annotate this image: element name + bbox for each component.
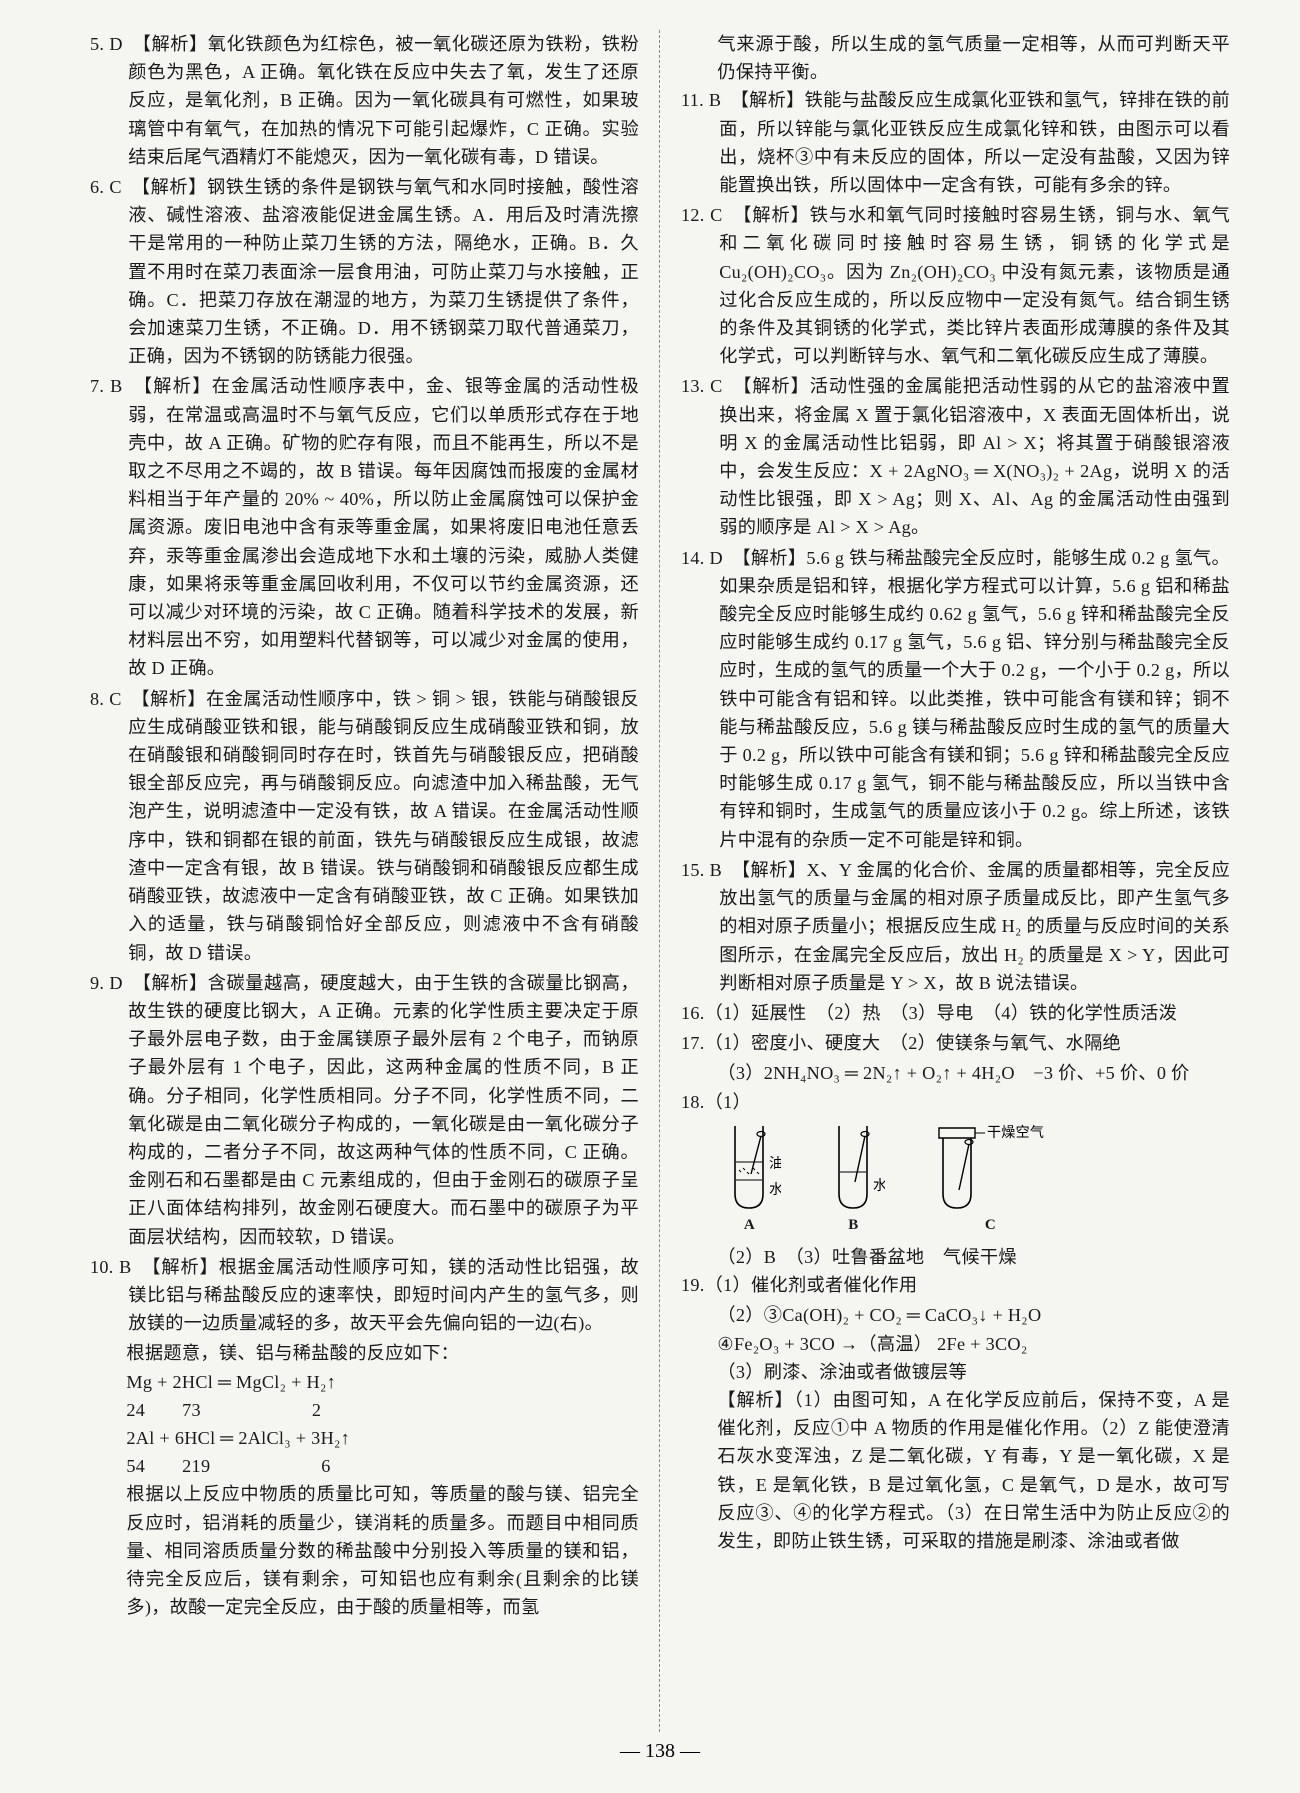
equation-2: 2Al + 6HCl ═ 2AlCl₃ + 3H₂↑ (90, 1424, 639, 1452)
left-column: 5. D 【解析】氧化铁颜色为红棕色，被一氧化碳还原为铁粉，铁粉颜色为黑色，A … (90, 30, 639, 1732)
tube-A-water-label: 水 (769, 1182, 781, 1198)
tube-A: 油 水 A (717, 1122, 781, 1237)
tube-C-caption: C (985, 1214, 996, 1237)
q19b: （2）③Ca(OH)₂ + CO₂ ═ CaCO₃↓ + H₂O (681, 1301, 1230, 1329)
q17b: （3）2NH₄NO₃ ═ 2N₂↑ + O₂↑ + 4H₂O −3 价、+5 价… (681, 1059, 1230, 1087)
q10-part-a: 10. B 【解析】根据金属活动性顺序可知，镁的活动性比铝强，故镁比铝与稀盐酸反… (90, 1253, 639, 1338)
two-column-layout: 5. D 【解析】氧化铁颜色为红棕色，被一氧化碳还原为铁粉，铁粉颜色为黑色，A … (90, 30, 1230, 1732)
tube-A-oil-label: 油 (769, 1156, 781, 1172)
page-number: — 138 — (90, 1732, 1230, 1763)
tube-B-water-label: 水 (873, 1178, 885, 1194)
q8: 8. C 【解析】在金属活动性顺序中，铁 > 铜 > 银，铁能与硝酸银反应生成硝… (90, 685, 639, 967)
equation-1: Mg + 2HCl ═ MgCl₂ + H₂↑ (90, 1368, 639, 1396)
tube-B: 水 B (821, 1122, 885, 1237)
q7: 7. B 【解析】在金属活动性顺序表中，金、银等金属的活动性极弱，在常温或高温时… (90, 372, 639, 682)
q10-part-b: 根据题意，镁、铝与稀盐酸的反应如下： (90, 1339, 639, 1367)
q10-part-c: 根据以上反应中物质的质量比可知，等质量的酸与镁、铝完全反应时，铝消耗的质量少，镁… (90, 1480, 639, 1621)
q14: 14. D 【解析】5.6 g 铁与稀盐酸完全反应时，能够生成 0.2 g 氢气… (681, 544, 1230, 854)
q12: 12. C 【解析】铁与水和氧气同时接触时容易生锈，铜与水、氧气和二氧化碳同时接… (681, 201, 1230, 370)
tube-A-svg: 油 水 (717, 1122, 781, 1212)
q18a: 18.（1） (681, 1088, 1230, 1116)
q17a: 17.（1）密度小、硬度大 （2）使镁条与氧气、水隔绝 (681, 1029, 1230, 1057)
q19d: （3）刷漆、涂油或者做镀层等 (681, 1358, 1230, 1386)
q19a: 19.（1）催化剂或者催化作用 (681, 1271, 1230, 1299)
q6: 6. C 【解析】钢铁生锈的条件是钢铁与氧气和水同时接触，酸性溶液、碱性溶液、盐… (90, 173, 639, 370)
tube-A-caption: A (744, 1214, 755, 1237)
tube-C: 干燥空气 C (925, 1122, 1055, 1237)
right-column: 气来源于酸，所以生成的氢气质量一定相等，从而可判断天平仍保持平衡。 11. B … (681, 30, 1230, 1732)
tube-B-caption: B (848, 1214, 858, 1237)
equation-1-nums: 24 73 2 (90, 1396, 639, 1424)
column-divider (659, 30, 661, 1732)
page: 5. D 【解析】氧化铁颜色为红棕色，被一氧化碳还原为铁粉，铁粉颜色为黑色，A … (0, 0, 1300, 1793)
q19c: ④Fe₂O₃ + 3CO →（高温） 2Fe + 3CO₂ (681, 1330, 1230, 1358)
tube-C-air-label: 干燥空气 (987, 1125, 1044, 1141)
q18b: （2）B （3）吐鲁番盆地 气候干燥 (681, 1243, 1230, 1271)
q13: 13. C 【解析】活动性强的金属能把活动性弱的从它的盐溶液中置换出来，将金属 … (681, 372, 1230, 541)
q11: 11. B 【解析】铁能与盐酸反应生成氯化亚铁和氢气，锌排在铁的前面，所以锌能与… (681, 86, 1230, 199)
q10-part-d: 气来源于酸，所以生成的氢气质量一定相等，从而可判断天平仍保持平衡。 (681, 30, 1230, 86)
equation-2-nums: 54 219 6 (90, 1452, 639, 1480)
tube-figure: 油 水 A 水 B (681, 1122, 1230, 1237)
q5: 5. D 【解析】氧化铁颜色为红棕色，被一氧化碳还原为铁粉，铁粉颜色为黑色，A … (90, 30, 639, 171)
q16: 16.（1）延展性 （2）热 （3）导电 （4）铁的化学性质活泼 (681, 999, 1230, 1027)
q9: 9. D 【解析】含碳量越高，硬度越大，由于生铁的含碳量比钢高，故生铁的硬度比钢… (90, 969, 639, 1251)
q15: 15. B 【解析】X、Y 金属的化合价、金属的质量都相等，完全反应放出氢气的质… (681, 856, 1230, 997)
tube-B-svg: 水 (821, 1122, 885, 1212)
tube-C-svg: 干燥空气 (925, 1122, 1055, 1212)
q19e: 【解析】（1）由图可知，A 在化学反应前后，保持不变，A 是催化剂，反应①中 A… (681, 1386, 1230, 1555)
